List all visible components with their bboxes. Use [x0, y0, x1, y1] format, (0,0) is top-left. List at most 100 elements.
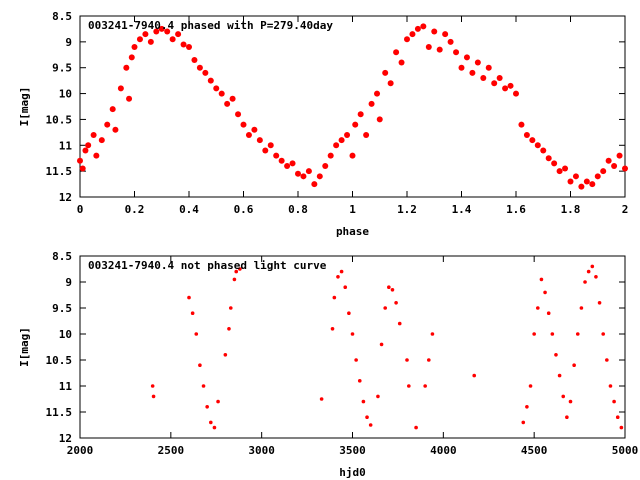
data-point	[525, 405, 529, 409]
data-point	[216, 399, 220, 404]
data-point	[357, 111, 364, 118]
data-point	[131, 44, 138, 51]
data-point	[349, 152, 356, 159]
y-tick-label: 12	[59, 191, 72, 204]
data-point	[485, 64, 492, 71]
data-point	[368, 423, 373, 427]
data-point	[147, 38, 154, 45]
data-point	[327, 152, 334, 159]
data-point	[507, 82, 514, 89]
data-point	[554, 353, 558, 357]
data-point	[158, 25, 165, 32]
data-point	[562, 165, 569, 172]
data-point	[407, 384, 411, 388]
data-point	[207, 77, 214, 84]
data-point	[361, 399, 366, 404]
data-point	[223, 353, 228, 357]
y-tick-label: 11	[59, 380, 73, 393]
data-point	[496, 75, 503, 82]
data-point	[319, 397, 324, 401]
data-point	[393, 49, 400, 56]
data-point	[311, 181, 318, 188]
data-point	[79, 165, 86, 172]
y-tick-label: 10	[59, 88, 72, 101]
data-point	[545, 155, 552, 162]
data-point	[382, 69, 389, 76]
data-point	[502, 85, 509, 92]
data-point	[300, 173, 307, 180]
x-tick-label: 1.8	[561, 203, 581, 216]
data-point	[77, 157, 83, 164]
y-tick-label: 12	[59, 432, 72, 445]
data-point	[191, 56, 198, 63]
x-tick-label: 2500	[158, 444, 185, 457]
x-tick-label: 4000	[430, 444, 457, 457]
data-point	[352, 121, 359, 128]
data-point	[93, 152, 100, 159]
data-point	[295, 170, 301, 177]
data-point	[227, 327, 231, 331]
x-tick-label: 1.2	[397, 203, 417, 216]
y-tick-label: 9	[65, 276, 72, 289]
data-point	[126, 95, 133, 102]
data-point	[267, 142, 274, 149]
data-point	[539, 277, 544, 282]
data-point	[404, 36, 410, 43]
data-point	[536, 306, 540, 310]
data-point	[262, 147, 269, 154]
x-axis-label: hjd0	[339, 466, 366, 479]
data-point	[289, 160, 296, 167]
data-point	[546, 311, 551, 316]
data-point	[196, 64, 203, 71]
data-point	[474, 59, 481, 66]
plot-title: 003241-7940.4 phased with P=279.40day	[88, 19, 333, 32]
data-point	[442, 31, 449, 38]
data-point	[190, 311, 195, 316]
data-point	[142, 31, 149, 38]
data-point	[333, 142, 340, 149]
data-point	[472, 373, 477, 378]
data-point	[605, 358, 609, 362]
data-point	[344, 131, 351, 138]
data-point	[186, 44, 192, 51]
data-point	[453, 49, 460, 56]
y-tick-label: 10.5	[46, 354, 73, 367]
data-point	[589, 181, 596, 188]
y-tick-label: 9	[65, 36, 72, 49]
data-point	[597, 301, 602, 305]
data-point	[480, 75, 487, 82]
x-tick-label: 4500	[521, 444, 548, 457]
data-point	[245, 131, 252, 138]
data-point	[218, 90, 225, 97]
data-point	[374, 90, 381, 97]
data-point	[251, 126, 258, 133]
y-axis-label: I[mag]	[18, 327, 31, 367]
data-point	[394, 301, 398, 305]
data-point	[463, 54, 470, 61]
data-point	[322, 162, 329, 169]
data-point	[436, 46, 443, 53]
data-point	[383, 306, 388, 310]
data-point	[605, 157, 612, 164]
data-point	[256, 137, 263, 144]
data-point	[109, 106, 116, 113]
phased-light-curve-plot: 0 0.2 0.4 0.6 0.8 1 1.2 1.4 1.6 1.8 2 8.5 9 9.5 10 10.5…	[18, 10, 628, 238]
data-point	[347, 311, 351, 316]
data-point	[532, 332, 536, 336]
data-point	[284, 162, 291, 169]
data-point	[608, 384, 613, 388]
data-point	[540, 147, 547, 154]
data-point	[212, 425, 217, 430]
data-point	[405, 358, 409, 362]
data-point	[543, 290, 547, 295]
data-point	[354, 358, 358, 362]
data-point	[427, 358, 431, 362]
data-point	[521, 420, 526, 425]
data-point	[397, 321, 402, 326]
data-point	[128, 54, 135, 61]
data-point	[305, 168, 312, 175]
data-point	[594, 275, 598, 279]
data-point	[534, 142, 541, 149]
data-point	[586, 269, 591, 274]
data-point	[240, 121, 247, 128]
